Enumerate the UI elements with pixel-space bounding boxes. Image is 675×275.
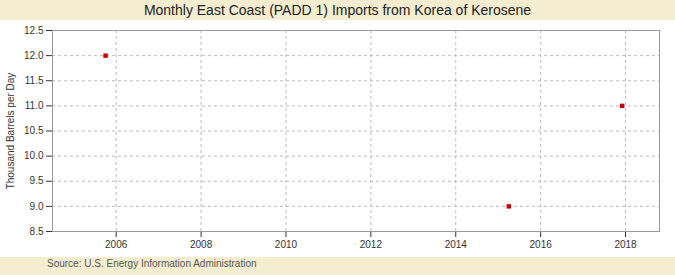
svg-text:8.5: 8.5: [30, 226, 44, 237]
svg-text:2006: 2006: [105, 239, 128, 250]
svg-text:11.5: 11.5: [25, 75, 44, 86]
svg-text:2010: 2010: [275, 239, 298, 250]
svg-text:2008: 2008: [190, 239, 213, 250]
svg-text:12.0: 12.0: [24, 50, 44, 61]
svg-text:9.5: 9.5: [30, 175, 44, 186]
svg-text:10.0: 10.0: [24, 150, 44, 161]
svg-text:12.5: 12.5: [24, 25, 44, 36]
html-text:Monthly East Coast (PADD 1) Im: Monthly East Coast (PADD 1) Imports from…: [143, 2, 532, 18]
svg-text:11.0: 11.0: [25, 100, 44, 111]
svg-text:2012: 2012: [360, 239, 383, 250]
svg-text:2014: 2014: [445, 239, 468, 250]
html-text:Source: U.S. Energy Informatio: Source: U.S. Energy Information Administ…: [47, 258, 257, 269]
svg-text:Thousand Barrels per Day: Thousand Barrels per Day: [5, 73, 16, 190]
svg-text:2016: 2016: [530, 239, 553, 250]
svg-text:10.5: 10.5: [24, 125, 44, 136]
svg-text:9.0: 9.0: [30, 201, 44, 212]
svg-text:2018: 2018: [614, 239, 637, 250]
